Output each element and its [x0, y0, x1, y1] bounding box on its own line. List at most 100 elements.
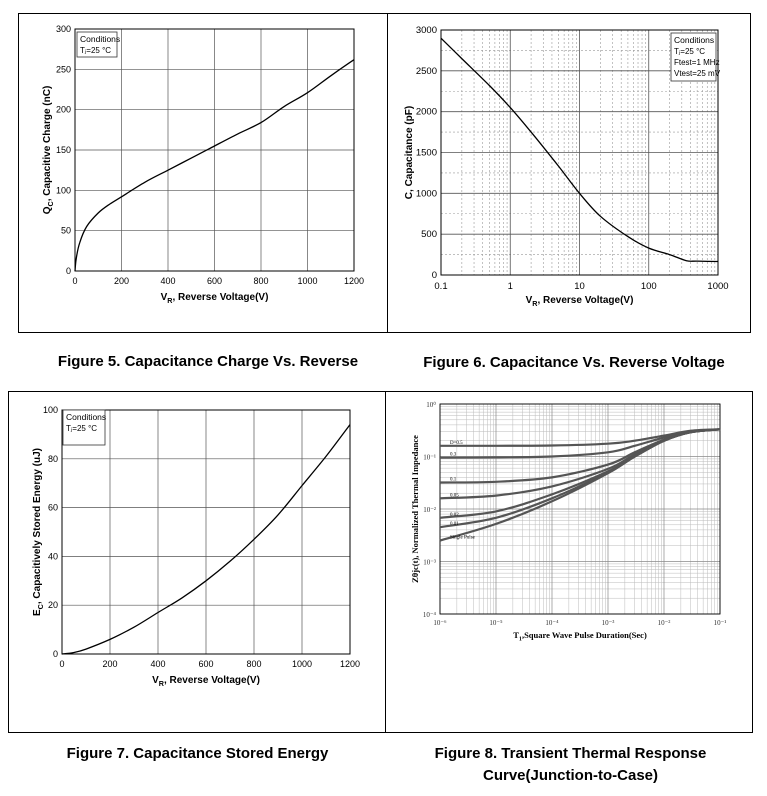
fig8-series-line	[439, 428, 721, 542]
fig8-xlabel: T1,Square Wave Pulse Duration(Sec)	[513, 630, 647, 642]
fig8-ytick-label: 10⁰	[426, 401, 436, 409]
fig6-xlabel: VR, Reverse Voltage(V)	[526, 295, 634, 308]
fig7-ylabel: EC, Capacitively Stored Energy (uJ)	[32, 448, 45, 616]
fig5-ytick-label: 250	[56, 64, 71, 74]
fig8-xtick-label: 10⁻⁴	[545, 619, 559, 627]
fig5-conditions-box	[76, 31, 118, 58]
fig6-xtick-label: 1	[508, 281, 513, 292]
top-figure-frame	[18, 13, 751, 333]
fig5-xtick-label: 200	[114, 276, 129, 286]
fig8-series-line	[439, 428, 721, 459]
fig8-ytick-label: 10⁻⁴	[423, 611, 437, 619]
figure-7-caption: Figure 7. Capacitance Stored Energy	[66, 745, 329, 762]
fig6-conditions-title: Conditions	[674, 35, 714, 45]
fig5-xtick-label: 0	[72, 276, 77, 286]
fig7-xtick-label: 600	[198, 659, 213, 669]
fig6-ytick-label: 3000	[416, 25, 437, 36]
fig5-conditions-title: Conditions	[80, 34, 120, 44]
fig8-ytick-label: 10⁻¹	[423, 454, 436, 462]
bottom-figure-frame	[8, 391, 753, 733]
fig7-plot-border	[61, 409, 351, 655]
fig6-ytick-label: 2500	[416, 66, 437, 77]
fig6-ytick-label: 1000	[416, 188, 437, 199]
fig8-series-label: 0.02	[450, 513, 459, 518]
fig8-ytick-label: 10⁻²	[423, 506, 436, 514]
figure-5-caption: Figure 5. Capacitance Charge Vs. Reverse	[57, 353, 359, 370]
fig5-xtick-label: 600	[207, 276, 222, 286]
fig6-series-line	[440, 37, 719, 263]
fig8-series-label: 0.1	[450, 477, 457, 482]
fig6-ylabel: C, Capacitance (pF)	[404, 106, 415, 199]
fig5-conditions-line-0: Tⱼ=25 °C	[80, 46, 111, 55]
fig8-xtick-label: 10⁻¹	[714, 619, 727, 627]
fig6-ytick-label: 1500	[416, 148, 437, 159]
fig8-series-label: D=0.5	[450, 441, 463, 446]
fig6-plot-border	[440, 29, 719, 276]
fig7-conditions-box	[62, 409, 106, 446]
fig7-series-line	[61, 424, 351, 655]
fig8-series-label: 0.3	[450, 453, 457, 458]
fig8-series-label: 0.05	[450, 493, 459, 498]
fig7-xtick-label: 800	[246, 659, 261, 669]
fig5-plot-border	[74, 28, 355, 272]
fig7-ytick-label: 40	[48, 551, 58, 561]
fig6-conditions-line-0: Tⱼ=25 °C	[674, 47, 705, 56]
fig8-xtick-label: 10⁻³	[602, 619, 615, 627]
fig5-ytick-label: 300	[56, 24, 71, 34]
fig6-xtick-label: 0.1	[434, 281, 447, 292]
fig7-xtick-label: 200	[102, 659, 117, 669]
fig8-series-line	[440, 428, 721, 447]
fig6-ytick-label: 0	[432, 270, 437, 281]
fig8-ylabel: Zθjc(t), Normalized Thermal Impedance	[410, 435, 420, 583]
fig5-xlabel: VR, Reverse Voltage(V)	[161, 292, 269, 305]
fig6-xtick-label: 1000	[707, 281, 728, 292]
fig8-xtick-label: 10⁻²	[658, 619, 671, 627]
fig5-xtick-label: 400	[160, 276, 175, 286]
figure-8-caption-line-2: Curve(Junction-to-Case)	[482, 767, 658, 784]
fig7-ytick-label: 80	[48, 454, 58, 464]
fig5-ytick-label: 0	[66, 266, 71, 276]
fig5-ytick-label: 200	[56, 105, 71, 115]
fig7-ytick-label: 60	[48, 503, 58, 513]
fig7-xlabel: VR, Reverse Voltage(V)	[152, 675, 260, 688]
fig8-series-line	[439, 428, 721, 519]
bottom-frame-divider	[385, 391, 386, 733]
figure-8-caption-line-1: Figure 8. Transient Thermal Response	[434, 745, 707, 762]
top-frame-divider	[387, 13, 388, 333]
fig7-xtick-label: 1200	[340, 659, 360, 669]
fig7-xtick-label: 0	[59, 659, 64, 669]
fig5-ytick-label: 50	[61, 226, 71, 236]
fig5-xtick-label: 1200	[344, 276, 364, 286]
fig6-ytick-label: 500	[421, 229, 437, 240]
fig7-xtick-label: 1000	[292, 659, 312, 669]
figure-8-caption: Figure 8. Transient Thermal Response Cur…	[388, 743, 753, 787]
fig5-ytick-label: 150	[56, 145, 71, 155]
fig5-ylabel: QC, Capacitive Charge (nC)	[42, 86, 55, 215]
fig8-xtick-label: 10⁻⁵	[489, 619, 503, 627]
fig8-series-label: Single Pulse	[450, 536, 476, 541]
fig6-xtick-label: 10	[574, 281, 585, 292]
fig8-xtick-label: 10⁻⁶	[433, 619, 447, 627]
fig7-xtick-label: 400	[150, 659, 165, 669]
fig8-series-label: 0.01	[450, 522, 459, 527]
fig6-conditions-line-1: Ftest=1 MHz	[674, 58, 720, 67]
fig8-ytick-label: 10⁻³	[423, 559, 436, 567]
fig5-series-line	[74, 59, 355, 272]
fig7-ytick-label: 20	[48, 600, 58, 610]
fig5-ytick-label: 100	[56, 185, 71, 195]
fig6-ytick-label: 2000	[416, 107, 437, 118]
fig5-xtick-label: 800	[253, 276, 268, 286]
fig7-ytick-label: 0	[53, 649, 58, 659]
fig7-conditions-title: Conditions	[66, 412, 106, 422]
fig7-conditions-line-0: Tⱼ=25 °C	[66, 424, 97, 433]
fig6-xtick-label: 100	[641, 281, 657, 292]
fig6-conditions-box	[670, 32, 717, 82]
fig8-plot-border	[439, 403, 721, 615]
fig6-conditions-line-2: Vtest=25 mV	[674, 69, 721, 78]
fig5-xtick-label: 1000	[297, 276, 317, 286]
fig7-ytick-label: 100	[43, 405, 58, 415]
